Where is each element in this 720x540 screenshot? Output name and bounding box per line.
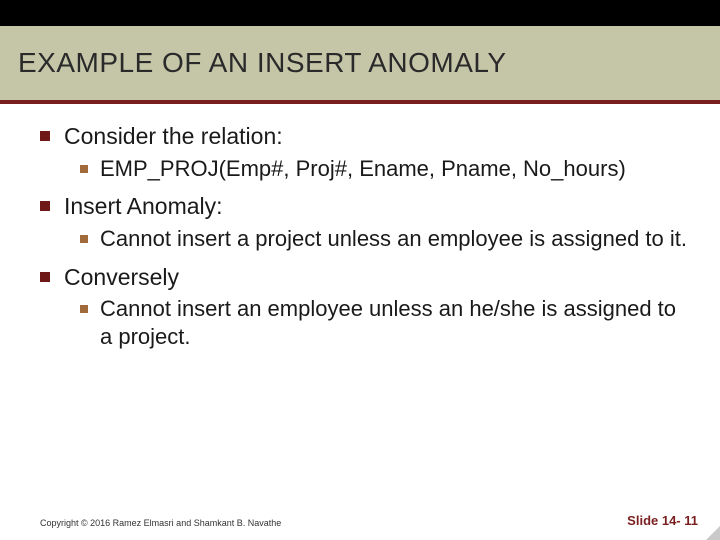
bullet-level2: Cannot insert an employee unless an he/s…	[80, 295, 692, 350]
square-bullet-icon	[40, 131, 50, 141]
bullet-text: Consider the relation:	[64, 122, 283, 151]
bullet-text: Insert Anomaly:	[64, 192, 223, 221]
bullet-text: Conversely	[64, 263, 179, 292]
slide-number: Slide 14- 11	[627, 513, 698, 528]
content-area: Consider the relation: EMP_PROJ(Emp#, Pr…	[0, 104, 720, 350]
top-bar	[0, 0, 720, 26]
bullet-level2: EMP_PROJ(Emp#, Proj#, Ename, Pname, No_h…	[80, 155, 692, 183]
bullet-text: EMP_PROJ(Emp#, Proj#, Ename, Pname, No_h…	[100, 155, 626, 183]
bullet-text: Cannot insert an employee unless an he/s…	[100, 295, 692, 350]
slide-title: EXAMPLE OF AN INSERT ANOMALY	[18, 47, 507, 79]
corner-notch-icon	[706, 526, 720, 540]
footer: Copyright © 2016 Ramez Elmasri and Shamk…	[0, 513, 720, 528]
bullet-level1: Insert Anomaly:	[40, 192, 692, 221]
square-bullet-icon	[40, 201, 50, 211]
square-bullet-icon	[80, 165, 88, 173]
square-bullet-icon	[80, 305, 88, 313]
square-bullet-icon	[80, 235, 88, 243]
bullet-level1: Consider the relation:	[40, 122, 692, 151]
copyright-text: Copyright © 2016 Ramez Elmasri and Shamk…	[40, 518, 281, 528]
bullet-text: Cannot insert a project unless an employ…	[100, 225, 687, 253]
bullet-level1: Conversely	[40, 263, 692, 292]
slide: EXAMPLE OF AN INSERT ANOMALY Consider th…	[0, 0, 720, 540]
square-bullet-icon	[40, 272, 50, 282]
title-band: EXAMPLE OF AN INSERT ANOMALY	[0, 26, 720, 100]
bullet-level2: Cannot insert a project unless an employ…	[80, 225, 692, 253]
